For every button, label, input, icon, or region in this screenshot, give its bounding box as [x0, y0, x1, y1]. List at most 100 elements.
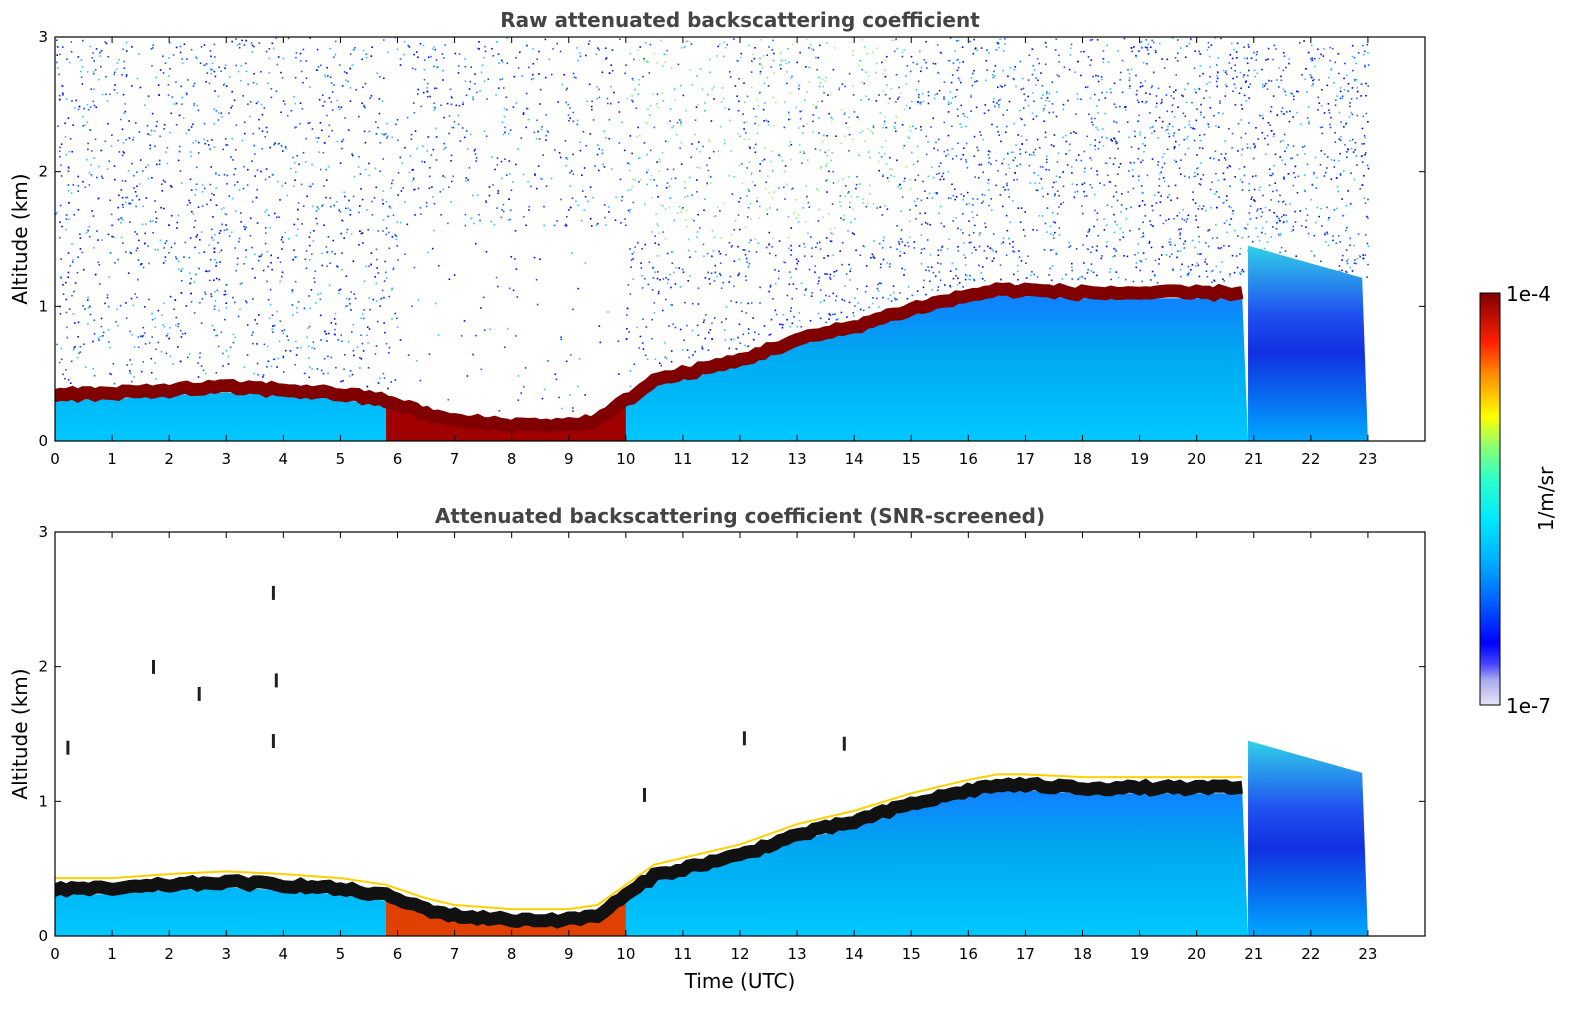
noise-point — [56, 61, 58, 64]
noise-point — [828, 295, 831, 298]
noise-point — [943, 150, 946, 153]
noise-point — [282, 100, 285, 102]
noise-point — [1362, 257, 1365, 260]
noise-point — [95, 106, 98, 109]
noise-point — [82, 115, 84, 118]
noise-point — [1204, 258, 1207, 261]
noise-point — [657, 106, 659, 108]
noise-point — [496, 157, 499, 159]
noise-point — [104, 41, 107, 43]
noise-point — [1232, 77, 1234, 80]
noise-point — [268, 57, 271, 60]
noise-point — [1052, 234, 1054, 236]
noise-point — [1282, 69, 1285, 72]
noise-point — [365, 53, 368, 55]
noise-point — [618, 373, 620, 375]
noise-point — [1043, 107, 1045, 110]
noise-point — [590, 225, 593, 227]
noise-point — [110, 145, 113, 147]
noise-point — [776, 208, 778, 211]
noise-point — [361, 198, 364, 201]
noise-point — [623, 149, 626, 152]
noise-point — [433, 202, 436, 205]
noise-point — [1175, 89, 1177, 91]
noise-point — [1075, 113, 1077, 115]
noise-point — [232, 333, 235, 336]
noise-point — [240, 282, 243, 285]
noise-point — [484, 45, 486, 48]
noise-point — [349, 53, 352, 55]
noise-point — [1159, 201, 1162, 203]
noise-point — [516, 296, 519, 298]
noise-point — [802, 150, 805, 153]
noise-point — [258, 42, 261, 44]
noise-point — [759, 286, 761, 289]
noise-point — [1188, 271, 1191, 274]
noise-point — [347, 207, 350, 210]
noise-point — [991, 209, 993, 211]
noise-point — [392, 214, 395, 216]
noise-point — [663, 342, 666, 344]
noise-point — [895, 73, 898, 76]
noise-point — [1251, 196, 1253, 198]
noise-point — [985, 59, 987, 62]
noise-point — [992, 101, 995, 103]
noise-point — [752, 53, 754, 56]
noise-point — [343, 71, 346, 73]
noise-point — [199, 356, 201, 359]
noise-point — [1091, 121, 1093, 123]
noise-point — [645, 60, 648, 62]
noise-point — [1000, 140, 1002, 143]
noise-point — [213, 122, 215, 125]
noise-point — [336, 99, 338, 102]
noise-point — [957, 277, 959, 280]
noise-point — [638, 78, 640, 81]
noise-point — [272, 331, 274, 333]
noise-point — [149, 144, 151, 147]
noise-point — [1195, 265, 1197, 267]
noise-point — [1137, 157, 1139, 160]
noise-point — [304, 258, 307, 261]
noise-point — [763, 158, 766, 161]
noise-point — [1239, 247, 1242, 250]
noise-point — [790, 249, 793, 251]
noise-point — [1146, 49, 1149, 51]
noise-point — [822, 85, 824, 88]
noise-point — [1354, 142, 1357, 144]
noise-point — [1224, 83, 1227, 86]
noise-point — [748, 146, 751, 148]
noise-point — [541, 397, 544, 400]
noise-point — [345, 297, 348, 300]
noise-point — [665, 298, 667, 301]
noise-point — [214, 233, 216, 236]
noise-point — [718, 43, 721, 46]
noise-point — [688, 249, 690, 252]
noise-point — [1343, 89, 1346, 91]
noise-point — [891, 168, 893, 170]
noise-point — [508, 287, 511, 290]
noise-point — [343, 191, 345, 193]
noise-point — [998, 134, 1000, 136]
noise-point — [601, 71, 604, 74]
noise-point — [235, 210, 237, 212]
noise-point — [126, 364, 129, 366]
noise-point — [652, 93, 655, 96]
noise-point — [295, 171, 297, 173]
noise-point — [277, 357, 280, 360]
noise-point — [246, 184, 249, 186]
noise-point — [1058, 206, 1060, 208]
noise-point — [554, 373, 557, 376]
noise-point — [295, 56, 297, 59]
noise-point — [205, 81, 207, 83]
noise-point — [177, 268, 180, 270]
noise-point — [148, 342, 151, 344]
noise-point — [1080, 98, 1082, 101]
noise-point — [60, 358, 63, 361]
noise-point — [991, 123, 993, 126]
noise-point — [698, 141, 700, 143]
noise-point — [427, 136, 430, 138]
noise-point — [792, 283, 795, 285]
noise-point — [1281, 107, 1284, 109]
noise-point — [1004, 84, 1006, 87]
noise-point — [117, 206, 119, 209]
